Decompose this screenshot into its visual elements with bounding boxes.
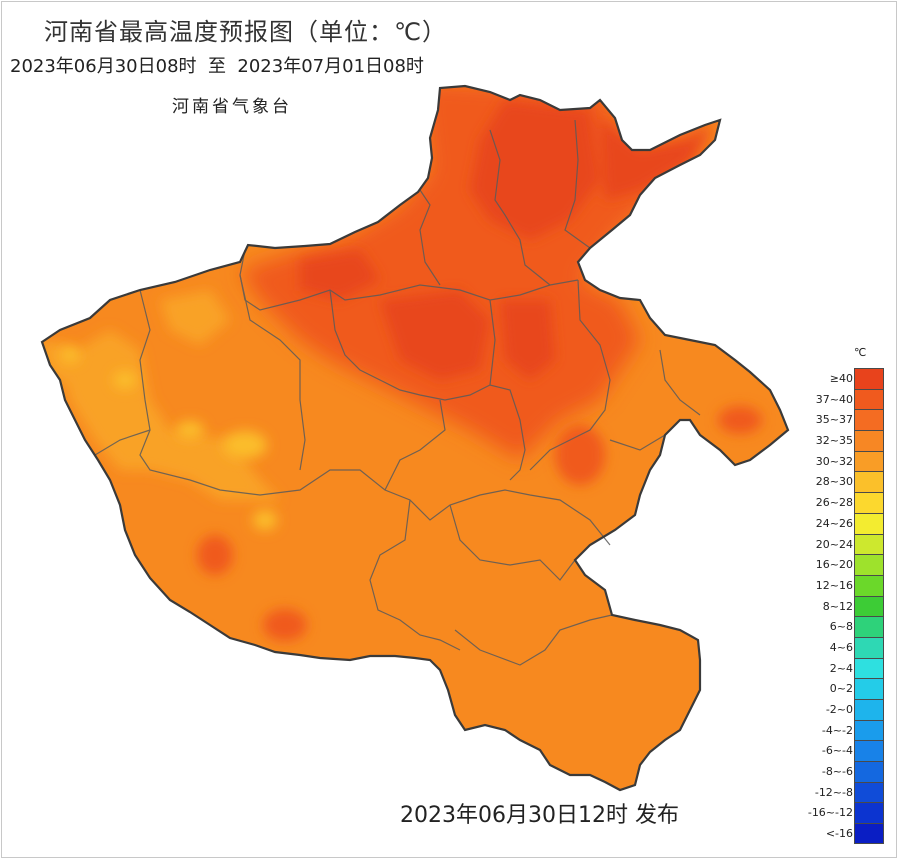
legend-item-swatch xyxy=(854,554,884,575)
legend-item-label: 6~8 xyxy=(829,620,853,634)
cool-zone-28-30 xyxy=(60,347,277,530)
legend-item: 24~26 xyxy=(806,512,891,534)
legend-item-swatch xyxy=(854,761,884,782)
legend-item-swatch xyxy=(854,781,884,803)
hottest-zone-over-40 xyxy=(300,100,710,380)
legend-item-label: 0~2 xyxy=(829,682,853,696)
legend-item: -6~-4 xyxy=(806,740,891,762)
legend-item: -8~-6 xyxy=(806,761,891,782)
legend-item-label: 37~40 xyxy=(815,392,853,406)
legend-item-swatch xyxy=(854,802,884,824)
legend-item: -12~-8 xyxy=(806,781,891,803)
legend-item: 2~4 xyxy=(806,657,891,679)
legend-item-label: 16~20 xyxy=(815,558,853,572)
legend-item-swatch xyxy=(854,699,884,720)
legend-item-swatch xyxy=(854,492,884,513)
legend-item: <-16 xyxy=(806,823,891,844)
legend-item: 8~12 xyxy=(806,595,891,617)
legend-item-swatch xyxy=(854,636,884,658)
legend-item-label: 26~28 xyxy=(815,496,853,510)
legend-item-label: 2~4 xyxy=(829,661,853,675)
legend-item: 6~8 xyxy=(806,616,891,637)
legend-item: -2~0 xyxy=(806,699,891,720)
legend-item: -4~-2 xyxy=(806,719,891,741)
legend-item-label: ≥40 xyxy=(829,372,853,385)
legend-item: 28~30 xyxy=(806,471,891,493)
issue-time: 2023年06月30日12时 发布 xyxy=(400,803,679,828)
legend-item-swatch xyxy=(854,719,884,741)
legend-item-swatch xyxy=(854,471,884,493)
issuing-agency: 河南省气象台 xyxy=(172,97,292,117)
legend-item: 30~32 xyxy=(806,450,891,472)
legend-item-swatch xyxy=(854,430,884,451)
legend-item-label: -6~-4 xyxy=(821,744,853,758)
legend-item-swatch xyxy=(854,368,884,389)
legend-item-label: <-16 xyxy=(825,827,853,841)
legend-item: 26~28 xyxy=(806,492,891,513)
legend-item-label: 32~35 xyxy=(815,434,853,448)
map-title: 河南省最高温度预报图（单位：℃） xyxy=(44,18,447,46)
legend-item-label: -4~-2 xyxy=(821,723,853,737)
legend-item-swatch xyxy=(854,678,884,699)
legend-item: ≥40 xyxy=(806,368,891,389)
legend-scale: ≥40 37~40 35~37 32~35 30~32 28~30 26~28 24~26 20… xyxy=(806,368,891,844)
legend-item-label: 28~30 xyxy=(815,475,853,489)
legend-item-label: -16~-12 xyxy=(807,806,853,820)
legend-item-label: 20~24 xyxy=(815,537,853,551)
legend-item-label: -12~-8 xyxy=(814,785,853,799)
legend-item-swatch xyxy=(854,616,884,637)
legend-item-label: -2~0 xyxy=(825,703,853,716)
legend-item-label: 24~26 xyxy=(815,516,853,530)
legend-item: 37~40 xyxy=(806,388,891,410)
legend-item-swatch xyxy=(854,574,884,596)
legend-item-swatch xyxy=(854,512,884,534)
hot-zone-37-40 xyxy=(240,86,720,460)
legend-item: 4~6 xyxy=(806,636,891,658)
legend-item: 16~20 xyxy=(806,554,891,575)
legend-item-swatch xyxy=(854,657,884,679)
legend-item: 32~35 xyxy=(806,430,891,451)
legend-item-swatch xyxy=(854,450,884,472)
legend-item-label: 4~6 xyxy=(829,640,853,654)
legend-item-label: -8~-6 xyxy=(821,765,853,779)
legend-item-swatch xyxy=(854,740,884,762)
legend-item-label: 30~32 xyxy=(815,454,853,468)
legend-item-swatch xyxy=(854,823,884,844)
legend-item: 20~24 xyxy=(806,533,891,555)
legend-item: 12~16 xyxy=(806,574,891,596)
legend-item-swatch xyxy=(854,409,884,431)
legend-item: -16~-12 xyxy=(806,802,891,824)
legend-unit: ℃ xyxy=(854,346,867,359)
legend-item-label: 35~37 xyxy=(815,413,853,427)
legend-item-label: 12~16 xyxy=(815,578,853,592)
legend-item-swatch xyxy=(854,533,884,555)
legend-item-swatch xyxy=(854,595,884,617)
legend-item: 0~2 xyxy=(806,678,891,699)
legend-item-swatch xyxy=(854,388,884,410)
legend-item: 35~37 xyxy=(806,409,891,431)
hot-patches-south xyxy=(197,406,762,641)
district-boundaries xyxy=(94,119,701,666)
legend-item-label: 8~12 xyxy=(822,599,853,613)
forecast-period: 2023年06月30日08时 至 2023年07月01日08时 xyxy=(10,56,424,77)
